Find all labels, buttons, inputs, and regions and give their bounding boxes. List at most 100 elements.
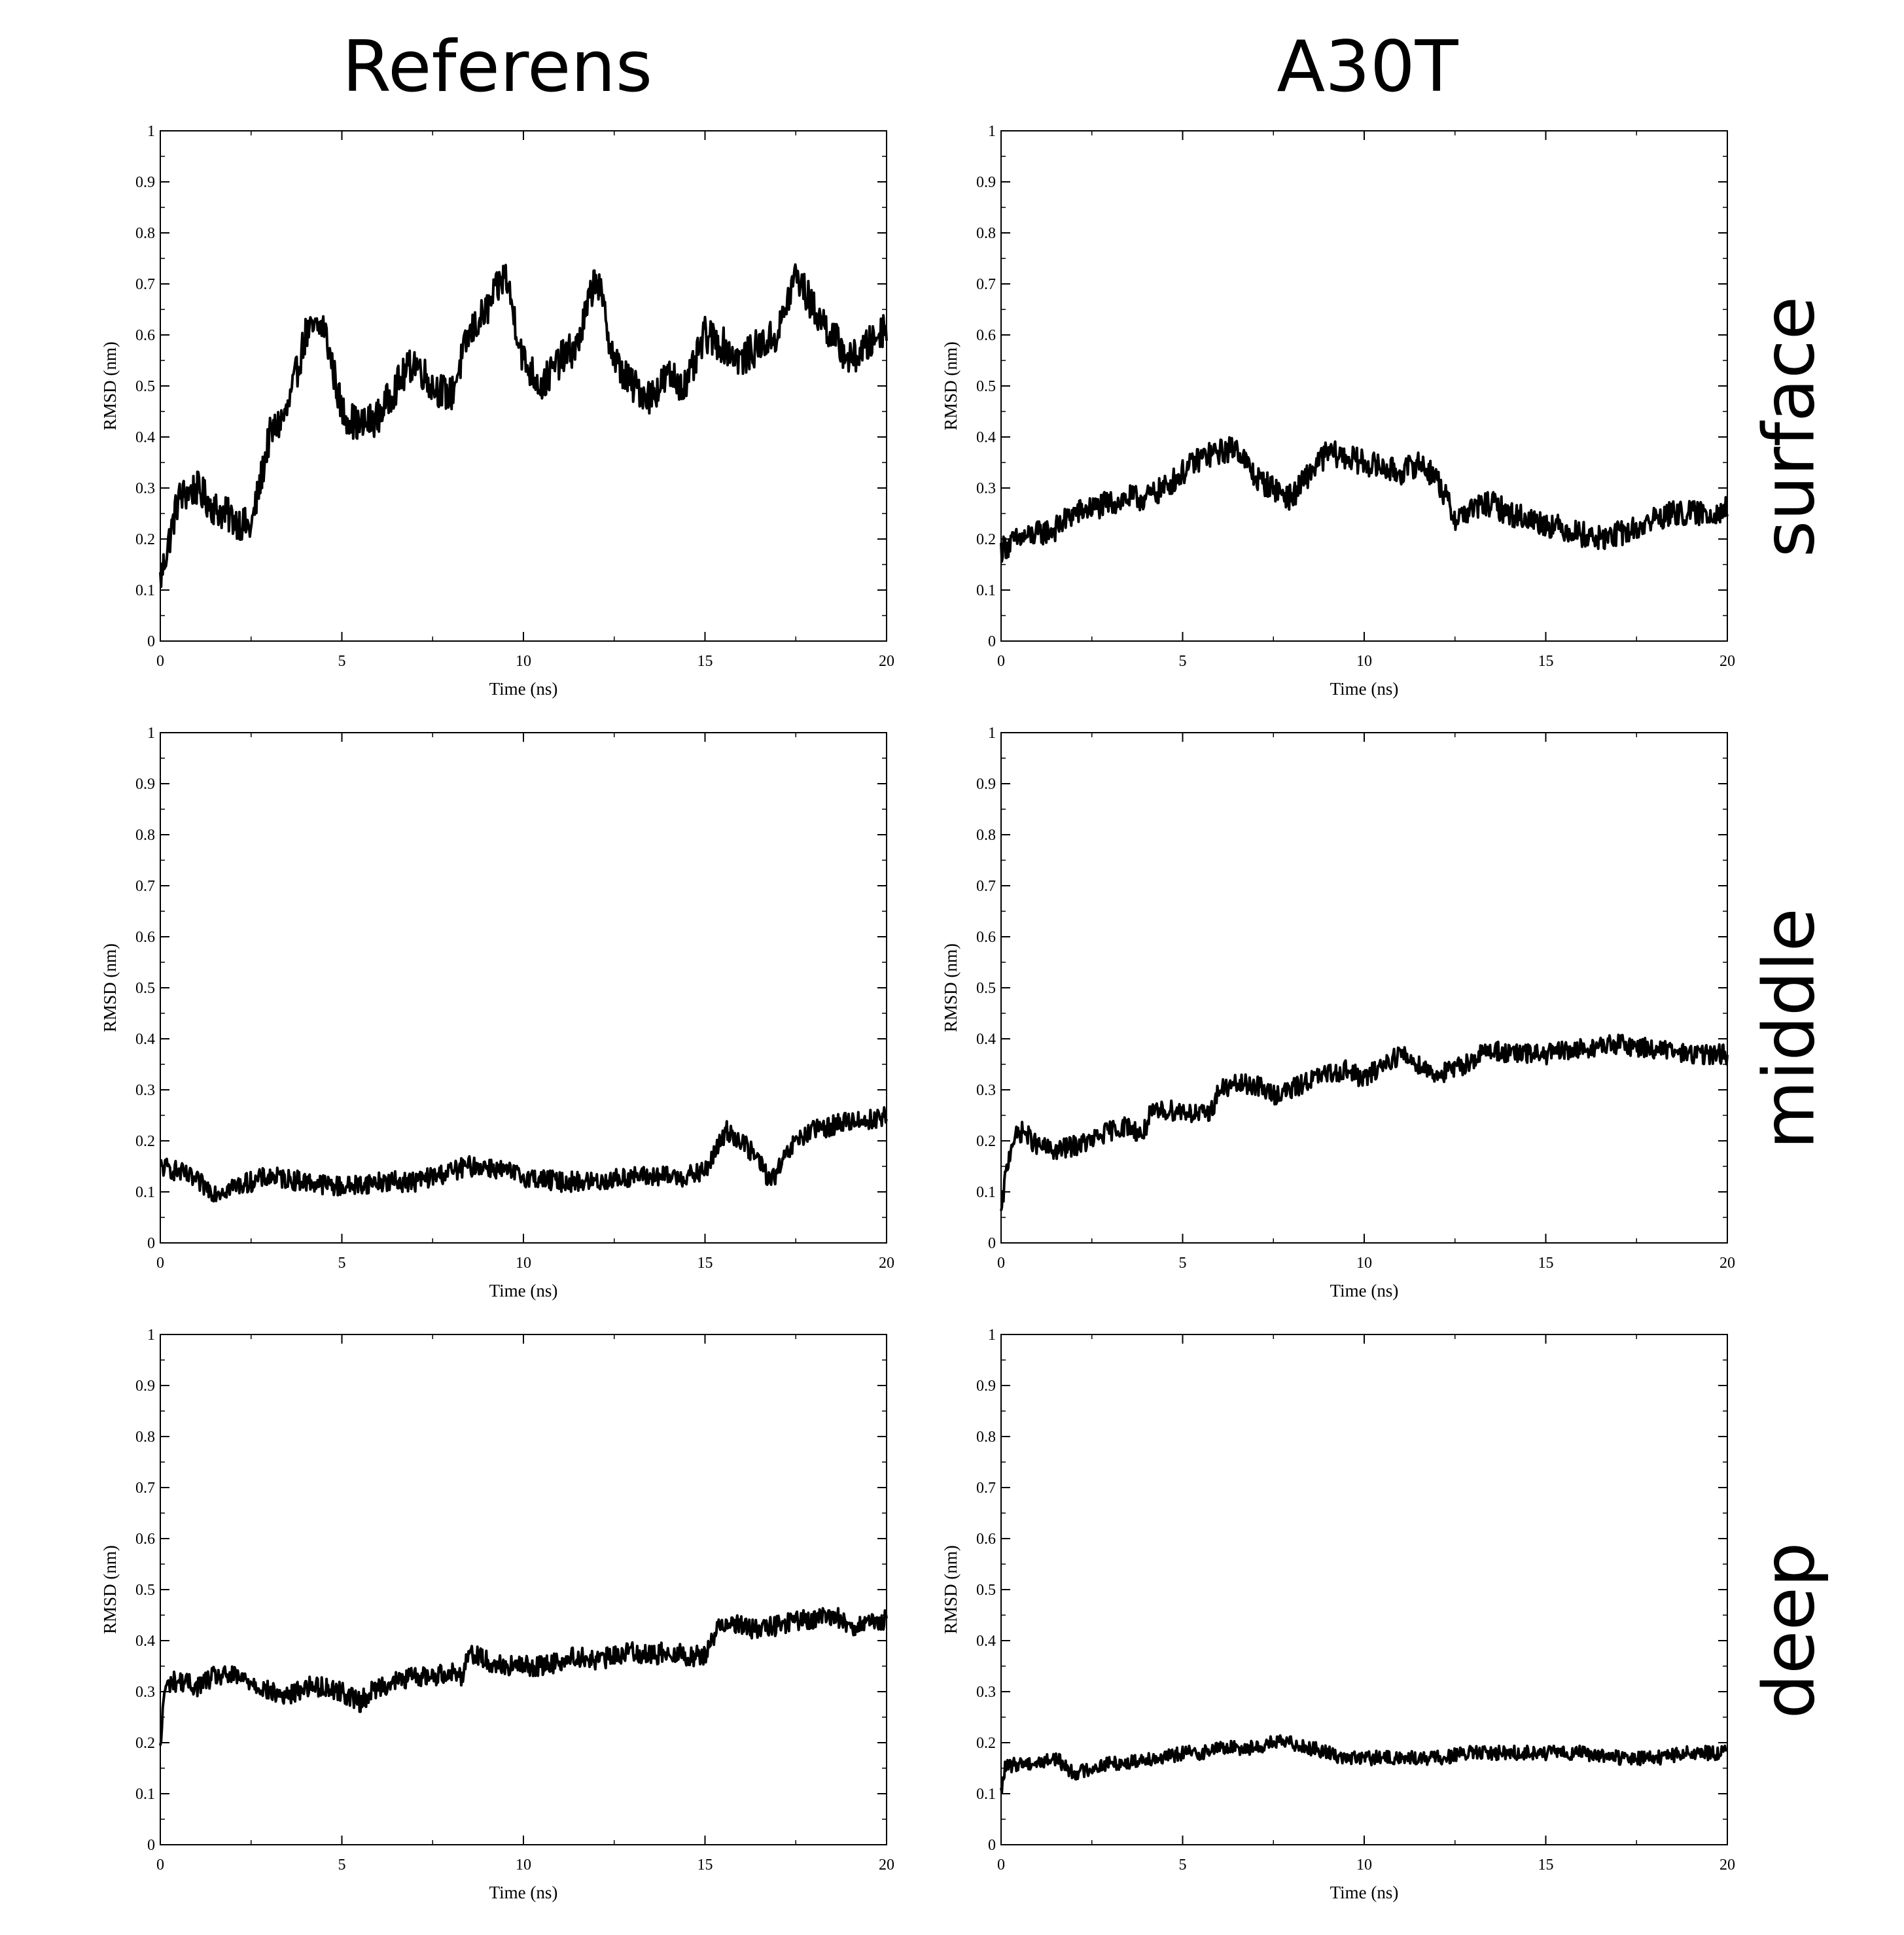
- x-tick-label: 10: [1356, 1857, 1372, 1874]
- y-tick-label: 0.2: [976, 531, 996, 548]
- x-axis-label: Time (ns): [489, 1281, 558, 1300]
- y-tick-label: 0: [147, 1235, 155, 1252]
- y-tick-label: 0.5: [976, 980, 996, 997]
- y-tick-label: 0.8: [976, 225, 996, 242]
- y-tick-label: 0.2: [135, 531, 155, 548]
- y-tick-label: 0.3: [976, 1082, 996, 1099]
- plot-a30t-surface: 00.10.20.30.40.50.60.70.80.910 5 10 15 20Tim…: [941, 123, 1735, 699]
- y-tick-label: 0.6: [135, 929, 155, 946]
- y-tick-label: 1: [988, 123, 996, 140]
- x-tick-label: 20: [1719, 653, 1735, 670]
- series-line: [159, 263, 888, 588]
- x-tick-label: 15: [1538, 653, 1554, 670]
- y-tick-label: 0.3: [976, 480, 996, 497]
- y-axis-label: RMSD (nm): [100, 943, 120, 1032]
- x-tick-label: 5: [338, 1255, 346, 1272]
- y-tick-label: 0.6: [976, 327, 996, 344]
- y-tick-label: 0.5: [135, 378, 155, 395]
- x-tick-label: 0: [156, 1857, 164, 1874]
- x-tick-label: 0: [156, 653, 164, 670]
- y-tick-label: 0: [988, 1235, 996, 1252]
- y-tick-label: 0.8: [135, 225, 155, 242]
- y-tick-label: 0.7: [976, 1480, 996, 1497]
- y-tick-label: 0.7: [135, 276, 155, 293]
- y-tick-label: 0.3: [135, 1684, 155, 1701]
- y-tick-label: 0.1: [976, 582, 996, 599]
- series-line: [160, 1106, 888, 1203]
- x-tick-label: 15: [1538, 1857, 1554, 1874]
- y-axis-label: RMSD (nm): [941, 943, 961, 1032]
- plot-referens-middle: 00.10.20.30.40.50.60.70.80.910 5 10 15 20Tim…: [100, 725, 894, 1300]
- plot-frame: [1000, 732, 1728, 1244]
- y-tick-label: 0.5: [135, 1582, 155, 1599]
- x-tick-label: 15: [697, 1255, 713, 1272]
- y-tick-label: 0.7: [135, 1480, 155, 1497]
- x-tick-label: 0: [156, 1255, 164, 1272]
- x-tick-label: 5: [338, 653, 346, 670]
- series-line: [1000, 1034, 1729, 1212]
- y-tick-label: 0.3: [135, 480, 155, 497]
- y-tick-label: 0.7: [976, 878, 996, 895]
- x-tick-label: 5: [1179, 1255, 1187, 1272]
- y-tick-label: 0.7: [976, 276, 996, 293]
- plot-a30t-deep: 00.10.20.30.40.50.60.70.80.910 5 10 15 20Tim…: [941, 1327, 1735, 1902]
- y-axis-label: RMSD (nm): [100, 1545, 120, 1634]
- y-tick-label: 0.1: [135, 582, 155, 599]
- y-tick-label: 0.1: [976, 1786, 996, 1803]
- x-tick-label: 20: [1719, 1255, 1735, 1272]
- plot-referens-surface: 00.10.20.30.40.50.60.70.80.910 5 10 15 20Tim…: [100, 123, 894, 699]
- x-tick-label: 5: [1179, 1857, 1187, 1874]
- y-tick-label: 0.9: [976, 174, 996, 191]
- y-tick-label: 0.6: [135, 1531, 155, 1548]
- x-tick-label: 20: [879, 653, 894, 670]
- y-tick-label: 0: [988, 1837, 996, 1854]
- y-tick-label: 0.4: [135, 429, 155, 446]
- y-tick-label: 0.2: [976, 1735, 996, 1752]
- x-tick-label: 10: [516, 653, 531, 670]
- y-tick-label: 0: [147, 1837, 155, 1854]
- y-tick-label: 0.2: [135, 1735, 155, 1752]
- y-tick-label: 1: [147, 123, 155, 140]
- x-tick-label: 0: [997, 1255, 1005, 1272]
- x-axis-label: Time (ns): [1330, 679, 1399, 699]
- x-tick-label: 20: [1719, 1857, 1735, 1874]
- y-tick-label: 0.2: [976, 1133, 996, 1150]
- column-title-a30t: A30T: [1277, 26, 1458, 108]
- y-tick-label: 0.5: [976, 1582, 996, 1599]
- x-tick-label: 10: [1356, 653, 1372, 670]
- x-axis-label: Time (ns): [1330, 1883, 1399, 1902]
- y-tick-label: 0.9: [135, 776, 155, 793]
- y-tick-label: 0.9: [976, 1378, 996, 1395]
- series-line: [159, 1607, 888, 1746]
- y-tick-label: 1: [147, 1327, 155, 1344]
- y-tick-label: 0.3: [976, 1684, 996, 1701]
- y-tick-label: 0.9: [976, 776, 996, 793]
- y-tick-label: 0.2: [135, 1133, 155, 1150]
- x-axis-label: Time (ns): [489, 1883, 558, 1902]
- x-tick-label: 15: [697, 653, 713, 670]
- x-tick-label: 0: [997, 1857, 1005, 1874]
- series-line: [1000, 436, 1729, 563]
- y-tick-label: 0.6: [976, 1531, 996, 1548]
- y-axis-label: RMSD (nm): [100, 341, 120, 430]
- x-tick-label: 0: [997, 653, 1005, 670]
- y-tick-label: 1: [988, 725, 996, 742]
- x-tick-label: 10: [516, 1255, 531, 1272]
- y-tick-label: 0.9: [135, 1378, 155, 1395]
- x-tick-label: 15: [1538, 1255, 1554, 1272]
- y-tick-label: 0.5: [976, 378, 996, 395]
- y-tick-label: 0.5: [135, 980, 155, 997]
- plot-referens-deep: 00.10.20.30.40.50.60.70.80.910 5 10 15 20Tim…: [100, 1327, 894, 1902]
- y-tick-label: 0.1: [135, 1786, 155, 1803]
- y-tick-label: 0.8: [976, 1429, 996, 1446]
- x-tick-label: 20: [879, 1255, 894, 1272]
- series-line: [1000, 1734, 1729, 1794]
- plot-frame: [1000, 1334, 1728, 1845]
- y-tick-label: 0.1: [135, 1184, 155, 1201]
- y-axis-label: RMSD (nm): [941, 341, 961, 430]
- y-tick-label: 0: [988, 633, 996, 650]
- x-tick-label: 15: [697, 1857, 713, 1874]
- y-tick-label: 0.4: [976, 1031, 996, 1048]
- y-tick-label: 0.3: [135, 1082, 155, 1099]
